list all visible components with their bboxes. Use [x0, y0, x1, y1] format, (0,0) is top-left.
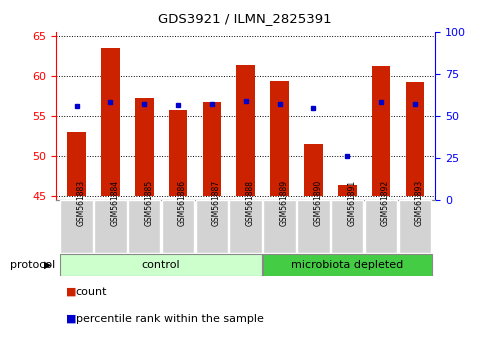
Text: GSM561891: GSM561891 [346, 179, 355, 226]
Text: GSM561886: GSM561886 [178, 179, 187, 226]
Text: ■: ■ [66, 287, 76, 297]
Text: GSM561893: GSM561893 [414, 179, 423, 226]
Bar [195, 200, 228, 253]
Text: GSM561889: GSM561889 [279, 179, 288, 226]
Text: GSM561884: GSM561884 [110, 179, 119, 226]
Text: ▶: ▶ [44, 260, 52, 270]
Text: GSM561888: GSM561888 [245, 180, 254, 225]
Bar [162, 200, 194, 253]
Text: control: control [141, 259, 180, 270]
Bar [398, 200, 430, 253]
Bar [60, 200, 93, 253]
Bar [60, 253, 262, 276]
Bar [297, 200, 329, 253]
Bar [128, 200, 160, 253]
Text: microbiota depleted: microbiota depleted [291, 259, 403, 270]
Bar [270, 81, 288, 196]
Bar [263, 200, 295, 253]
Text: GSM561890: GSM561890 [313, 179, 322, 226]
Bar [371, 66, 389, 196]
Text: GSM561892: GSM561892 [380, 179, 389, 226]
Bar [229, 200, 262, 253]
Bar [67, 132, 86, 196]
Bar [135, 98, 153, 196]
Bar [168, 109, 187, 196]
Text: GSM561883: GSM561883 [77, 179, 85, 226]
Text: ■: ■ [66, 314, 76, 324]
Bar [337, 185, 356, 196]
Text: count: count [76, 287, 107, 297]
Bar [405, 81, 424, 196]
Bar [202, 102, 221, 196]
Bar [330, 200, 363, 253]
Text: GSM561887: GSM561887 [211, 179, 221, 226]
Bar [94, 200, 126, 253]
Bar [236, 65, 255, 196]
Bar [263, 253, 431, 276]
Text: percentile rank within the sample: percentile rank within the sample [76, 314, 263, 324]
Text: protocol: protocol [10, 260, 55, 270]
Text: GSM561885: GSM561885 [144, 179, 153, 226]
Text: GDS3921 / ILMN_2825391: GDS3921 / ILMN_2825391 [157, 12, 331, 25]
Bar [364, 200, 397, 253]
Bar [304, 144, 322, 196]
Bar [101, 48, 120, 196]
